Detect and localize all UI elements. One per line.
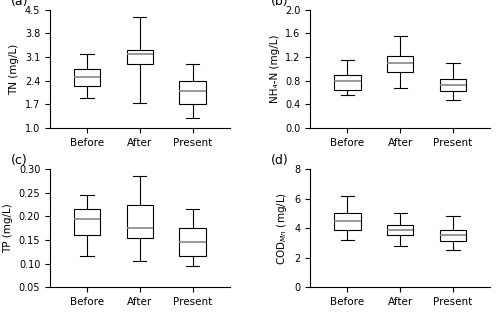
PathPatch shape	[440, 79, 466, 91]
PathPatch shape	[126, 205, 153, 238]
PathPatch shape	[440, 230, 466, 241]
Y-axis label: COD$_{Mn}$ (mg/L): COD$_{Mn}$ (mg/L)	[275, 192, 289, 265]
PathPatch shape	[387, 56, 413, 72]
Text: (d): (d)	[271, 154, 288, 167]
PathPatch shape	[180, 81, 206, 104]
PathPatch shape	[74, 209, 100, 235]
PathPatch shape	[126, 50, 153, 64]
PathPatch shape	[180, 228, 206, 256]
Text: (b): (b)	[271, 0, 288, 8]
Y-axis label: NH₄-N (mg/L): NH₄-N (mg/L)	[270, 35, 280, 103]
Text: (c): (c)	[10, 154, 27, 167]
PathPatch shape	[74, 69, 100, 86]
Y-axis label: TN (mg/L): TN (mg/L)	[10, 43, 20, 94]
PathPatch shape	[334, 214, 360, 230]
PathPatch shape	[334, 75, 360, 89]
Y-axis label: TP (mg/L): TP (mg/L)	[3, 203, 13, 253]
Text: (a): (a)	[10, 0, 28, 8]
PathPatch shape	[387, 225, 413, 236]
